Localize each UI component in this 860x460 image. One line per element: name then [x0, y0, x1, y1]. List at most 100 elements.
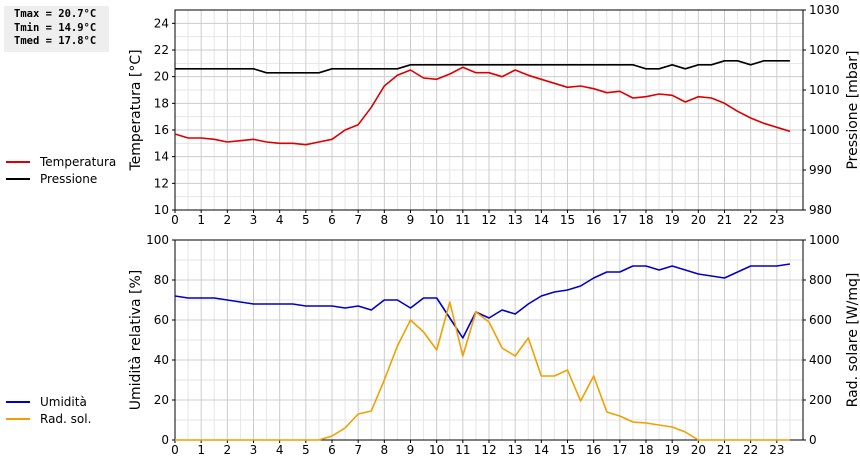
chart2-ylabel-right: Rad. solare [W/mq] [845, 273, 860, 408]
chart1-x-tick-label: 5 [302, 213, 310, 227]
chart1-y-right-tick-label: 1020 [809, 43, 840, 57]
legend-label-temperatura: Temperatura [40, 154, 117, 169]
chart2-y-right-tick-label: 0 [809, 433, 817, 447]
chart1-ylabel: Temperatura [°C] [128, 49, 144, 171]
chart2-x-tick-label: 22 [743, 443, 758, 457]
chart2-x-tick-label: 7 [354, 443, 362, 457]
chart2-y-right-tick-label: 800 [809, 273, 832, 287]
legend-item-rad-sol: Rad. sol. [6, 410, 91, 427]
chart1-y-right-tick-label: 990 [809, 163, 832, 177]
tmax-label: Tmax = 20.7°C [14, 8, 97, 20]
chart2-series-umidit [174, 263, 791, 339]
chart1-x-tick-label: 16 [586, 213, 601, 227]
chart1-x-tick-label: 22 [743, 213, 758, 227]
chart1-y-right-tick-label: 1030 [809, 3, 840, 17]
chart1-y-tick-label: 22 [154, 43, 169, 57]
chart1-x-tick-label: 1 [197, 213, 205, 227]
chart2-x-tick-label: 11 [455, 443, 470, 457]
chart2-x-tick-label: 1 [197, 443, 205, 457]
chart2-x-tick-label: 2 [224, 443, 232, 457]
legend-label-pressione: Pressione [40, 171, 98, 186]
chart1-x-tick-label: 11 [455, 213, 470, 227]
chart1-x-tick-label: 18 [638, 213, 653, 227]
chart1-x-tick-label: 17 [612, 213, 627, 227]
chart2-x-tick-label: 20 [691, 443, 706, 457]
chart2-y-right-tick-label: 400 [809, 353, 832, 367]
chart2-x-tick-label: 21 [717, 443, 732, 457]
chart1-x-tick-label: 3 [250, 213, 258, 227]
chart1-x-tick-label: 6 [328, 213, 336, 227]
chart1-x-tick-label: 0 [171, 213, 179, 227]
legend-bottom: Umidità Rad. sol. [6, 393, 91, 427]
legend-label-umidita: Umidità [40, 394, 87, 409]
legend-swatch-temperatura [6, 160, 30, 163]
chart1-y-right-tick-label: 1010 [809, 83, 840, 97]
legend-top: Temperatura Pressione [6, 153, 116, 187]
chart1-y-tick-label: 16 [154, 123, 169, 137]
chart2-y-tick-label: 80 [154, 273, 169, 287]
chart2-x-tick-label: 19 [665, 443, 680, 457]
chart2-x-tick-label: 0 [171, 443, 179, 457]
chart1-y-right-tick-label: 980 [809, 203, 832, 217]
chart2-x-tick-label: 9 [407, 443, 415, 457]
chart2-x-tick-label: 17 [612, 443, 627, 457]
legend-label-rad-sol: Rad. sol. [40, 411, 92, 426]
chart1-x-tick-label: 21 [717, 213, 732, 227]
chart2-x-tick-label: 6 [328, 443, 336, 457]
chart1-y-tick-label: 24 [154, 16, 169, 30]
legend-swatch-pressione [6, 177, 30, 180]
chart2-ylabel: Umidità relativa [%] [128, 270, 144, 411]
stats-box: Tmax = 20.7°C Tmin = 14.9°C Tmed = 17.8°… [4, 6, 109, 52]
chart2-x-tick-label: 12 [481, 443, 496, 457]
chart1-series-temperatura [174, 66, 791, 146]
chart2-x-tick-label: 14 [534, 443, 549, 457]
legend-item-umidita: Umidità [6, 393, 91, 410]
chart2-x-tick-label: 5 [302, 443, 310, 457]
chart2-y-tick-label: 60 [154, 313, 169, 327]
chart2-y-tick-label: 40 [154, 353, 169, 367]
chart2-x-tick-label: 3 [250, 443, 258, 457]
chart1-x-tick-label: 8 [381, 213, 389, 227]
chart1-y-tick-label: 12 [154, 176, 169, 190]
tmed-label: Tmed = 17.8°C [14, 35, 97, 47]
chart1-y-tick-label: 18 [154, 96, 169, 110]
chart1-x-tick-label: 23 [769, 213, 784, 227]
chart1-x-tick-label: 13 [508, 213, 523, 227]
chart2-x-tick-label: 10 [429, 443, 444, 457]
chart1-x-tick-label: 14 [534, 213, 549, 227]
chart2-y-right-tick-label: 1000 [809, 233, 840, 247]
chart2-x-tick-label: 16 [586, 443, 601, 457]
chart1-x-tick-label: 19 [665, 213, 680, 227]
chart1-x-tick-label: 9 [407, 213, 415, 227]
chart1-x-tick-label: 20 [691, 213, 706, 227]
chart2-y-right-tick-label: 200 [809, 393, 832, 407]
chart1-x-tick-label: 12 [481, 213, 496, 227]
chart1-y-tick-label: 20 [154, 70, 169, 84]
chart1-x-tick-label: 15 [560, 213, 575, 227]
chart1-y-tick-label: 10 [154, 203, 169, 217]
legend-swatch-rad-sol [6, 417, 30, 420]
chart1-x-tick-label: 4 [276, 213, 284, 227]
chart1-x-tick-label: 2 [224, 213, 232, 227]
chart2-y-right-tick-label: 600 [809, 313, 832, 327]
chart1-y-right-tick-label: 1000 [809, 123, 840, 137]
legend-item-pressione: Pressione [6, 170, 116, 187]
chart1-series-pressione [175, 59, 790, 74]
chart2-x-tick-label: 18 [638, 443, 653, 457]
chart2-y-tick-label: 0 [161, 433, 169, 447]
chart2-x-tick-label: 13 [508, 443, 523, 457]
chart2-x-tick-label: 4 [276, 443, 284, 457]
chart2-x-tick-label: 23 [769, 443, 784, 457]
chart2-series-rad-sol [175, 301, 790, 441]
chart2-y-tick-label: 20 [154, 393, 169, 407]
tmin-label: Tmin = 14.9°C [14, 21, 97, 34]
chart2-y-tick-label: 100 [146, 233, 169, 247]
legend-item-temperatura: Temperatura [6, 153, 116, 170]
chart2-x-tick-label: 15 [560, 443, 575, 457]
chart1-x-tick-label: 7 [354, 213, 362, 227]
chart1-y-tick-label: 14 [154, 150, 169, 164]
chart2-x-tick-label: 8 [381, 443, 389, 457]
chart1-ylabel-right: Pressione [mbar] [845, 50, 860, 169]
chart1-x-tick-label: 10 [429, 213, 444, 227]
